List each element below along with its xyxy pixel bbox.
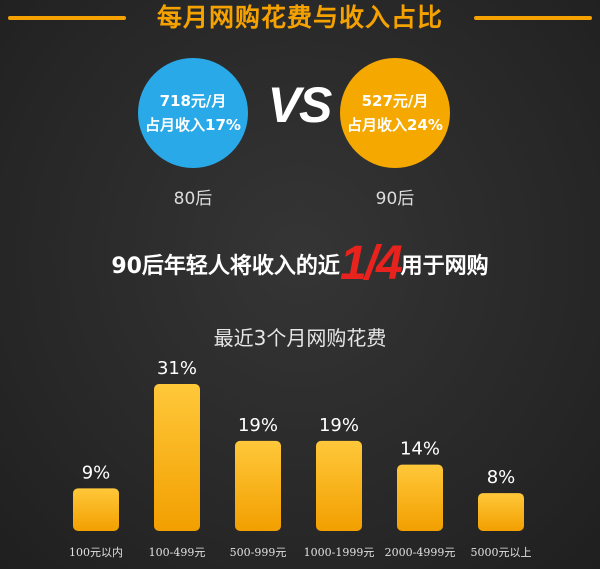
bar-3 xyxy=(316,440,362,531)
category-label-0: 100元以内 xyxy=(69,545,123,559)
headline-post: 用于网购 xyxy=(400,254,489,279)
category-label-1: 100-499元 xyxy=(149,546,206,559)
circle-90s: 527元/月 占月收入24% xyxy=(340,58,450,168)
generation-label-80s: 80后 xyxy=(173,189,213,209)
amount-80s: 718元/月 xyxy=(159,92,227,110)
category-label-5: 5000元以上 xyxy=(471,546,532,559)
data-label-4: 14% xyxy=(400,439,440,460)
vs-label: VS xyxy=(267,77,333,133)
category-label-3: 1000-1999元 xyxy=(304,546,375,559)
data-label-2: 19% xyxy=(238,415,278,436)
chart-title: 最近3个月网购花费 xyxy=(213,326,387,350)
data-label-3: 19% xyxy=(319,415,359,436)
data-label-5: 8% xyxy=(487,467,516,488)
title-decor-line-right xyxy=(474,16,592,20)
data-label-0: 9% xyxy=(82,462,111,483)
share-90s: 占月收入24% xyxy=(347,116,443,134)
headline-pre: 90后年轻人将收入的近 xyxy=(111,254,340,279)
bar-1 xyxy=(154,384,200,531)
amount-90s: 527元/月 xyxy=(361,92,429,110)
title-decor-line-left xyxy=(8,16,126,20)
bar-0 xyxy=(73,488,119,531)
category-label-4: 2000-4999元 xyxy=(385,546,456,559)
share-80s: 占月收入17% xyxy=(145,116,241,134)
category-label-2: 500-999元 xyxy=(230,546,287,559)
headline: 90后年轻人将收入的近1/4用于网购 xyxy=(0,236,600,291)
bar-2 xyxy=(235,440,281,531)
circle-80s: 718元/月 占月收入17% xyxy=(138,58,248,168)
data-label-1: 31% xyxy=(157,358,197,379)
generation-label-90s: 90后 xyxy=(375,189,415,209)
page-title: 每月网购花费与收入占比 xyxy=(156,3,443,32)
bar-4 xyxy=(397,464,443,531)
headline-fraction: 1/4 xyxy=(339,237,403,290)
bar-5 xyxy=(478,493,524,531)
